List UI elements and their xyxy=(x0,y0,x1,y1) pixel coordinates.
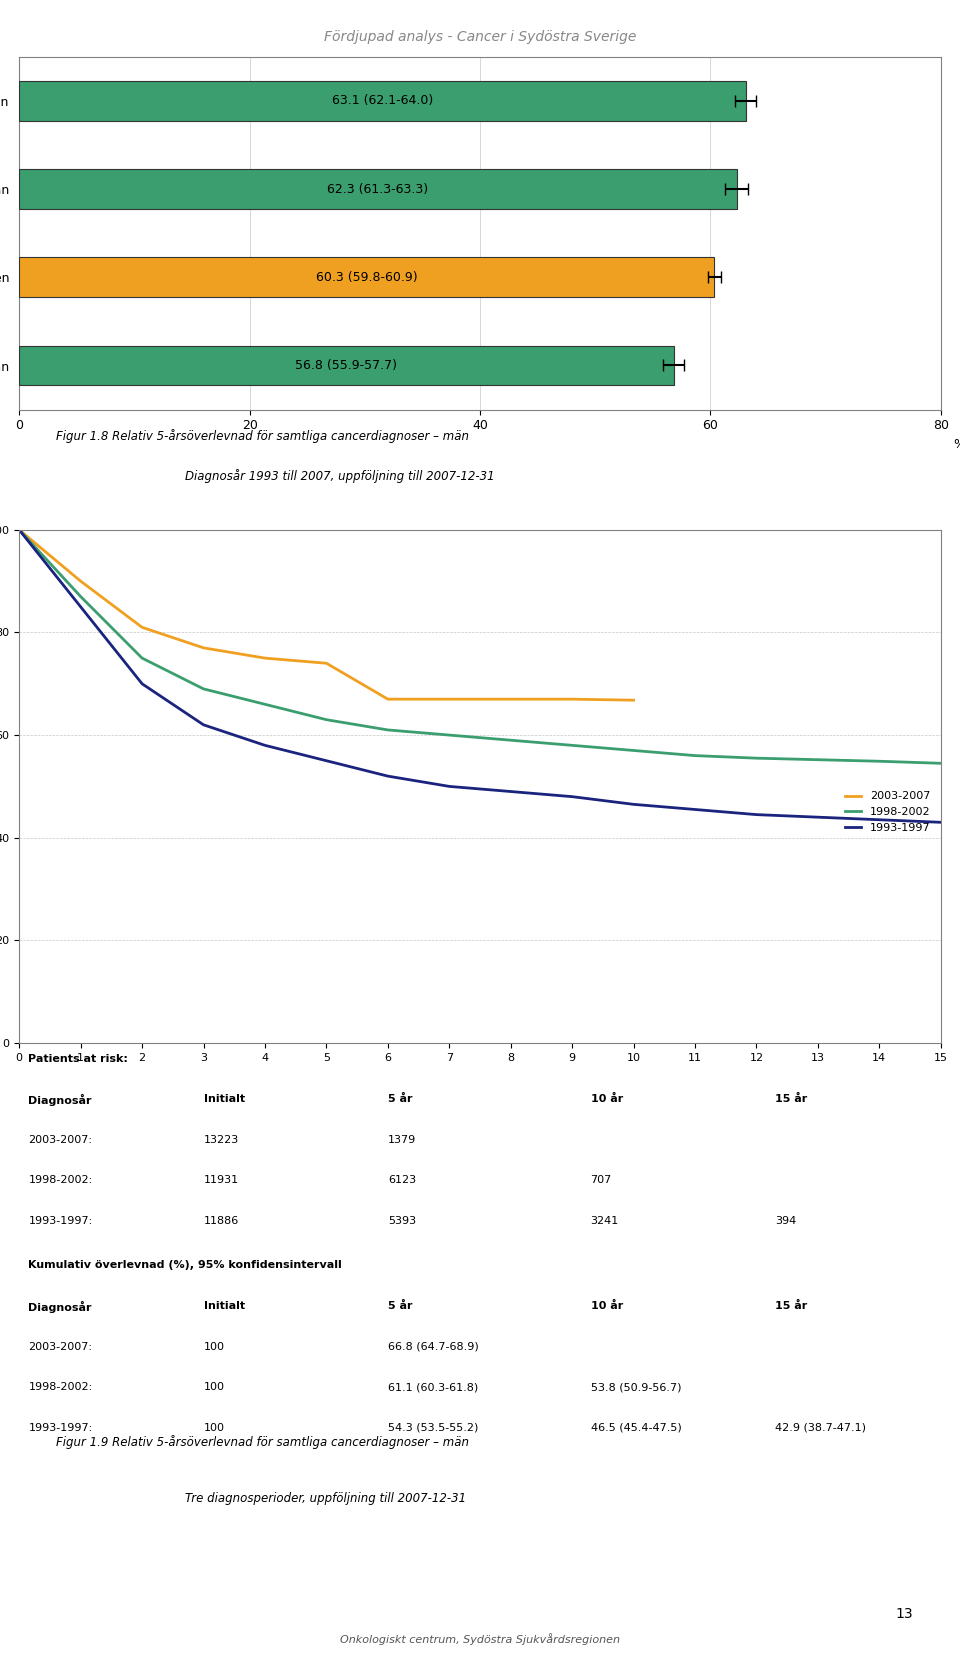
1998-2002 xyxy=(382,719,394,739)
1993-1997 xyxy=(321,751,332,771)
Text: Tre diagnosperioder, uppföljning till 2007-12-31: Tre diagnosperioder, uppföljning till 20… xyxy=(185,1492,467,1505)
Text: 1998-2002:: 1998-2002: xyxy=(29,1175,93,1185)
Text: Fördjupad analys - Cancer i Sydöstra Sverige: Fördjupad analys - Cancer i Sydöstra Sve… xyxy=(324,30,636,43)
Bar xyxy=(19,82,746,120)
2003-2007 xyxy=(136,618,148,638)
1993-1997 xyxy=(935,813,947,833)
Line: 1993-1997: 1993-1997 xyxy=(19,529,941,823)
1998-2002 xyxy=(444,724,455,744)
Text: 2003-2007:: 2003-2007: xyxy=(29,1342,92,1352)
1998-2002 xyxy=(812,749,824,769)
Text: Initialt: Initialt xyxy=(204,1302,245,1312)
Line: 1998-2002: 1998-2002 xyxy=(19,529,941,763)
1998-2002 xyxy=(136,648,148,668)
Text: 60.3 (59.8-60.9): 60.3 (59.8-60.9) xyxy=(316,270,418,284)
Text: 15 år: 15 år xyxy=(775,1095,807,1105)
Legend: 2003-2007, 1998-2002, 1993-1997: 2003-2007, 1998-2002, 1993-1997 xyxy=(840,788,935,838)
1998-2002 xyxy=(874,751,885,771)
1993-1997 xyxy=(382,766,394,786)
Text: 42.9 (38.7-47.1): 42.9 (38.7-47.1) xyxy=(775,1422,866,1432)
Text: Kumulativ överlevnad (%), 95% konfidensintervall: Kumulativ överlevnad (%), 95% konfidensi… xyxy=(29,1260,342,1270)
Text: 10 år: 10 år xyxy=(590,1302,623,1312)
Text: 13: 13 xyxy=(896,1607,913,1621)
Text: Figur 1.8 Relativ 5-årsöverlevnad för samtliga cancerdiagnoser – män: Figur 1.8 Relativ 5-årsöverlevnad för sa… xyxy=(56,429,469,442)
1998-2002 xyxy=(566,736,578,756)
1998-2002 xyxy=(321,709,332,729)
1993-1997 xyxy=(751,804,762,824)
1993-1997 xyxy=(75,598,86,618)
Text: 1993-1997:: 1993-1997: xyxy=(29,1215,93,1225)
Text: 707: 707 xyxy=(590,1175,612,1185)
Text: Diagnosår: Diagnosår xyxy=(29,1095,92,1107)
1998-2002 xyxy=(935,753,947,773)
2003-2007 xyxy=(259,648,271,668)
1993-1997 xyxy=(566,786,578,806)
1998-2002 xyxy=(628,741,639,761)
1998-2002 xyxy=(75,586,86,606)
1998-2002 xyxy=(259,694,271,714)
1998-2002 xyxy=(198,679,209,699)
1993-1997 xyxy=(198,714,209,734)
1993-1997 xyxy=(874,809,885,829)
Bar xyxy=(19,345,674,386)
Text: 15 år: 15 år xyxy=(775,1302,807,1312)
Text: Patients at risk:: Patients at risk: xyxy=(29,1053,129,1063)
2003-2007 xyxy=(382,689,394,709)
1993-1997 xyxy=(259,736,271,756)
Text: 100: 100 xyxy=(204,1422,225,1432)
Text: 5393: 5393 xyxy=(388,1215,416,1225)
Bar xyxy=(19,257,714,297)
1993-1997 xyxy=(689,799,701,819)
2003-2007 xyxy=(198,638,209,658)
1993-1997 xyxy=(444,776,455,796)
Text: 3241: 3241 xyxy=(590,1215,619,1225)
Text: 5 år: 5 år xyxy=(388,1302,413,1312)
2003-2007 xyxy=(13,519,25,539)
1998-2002 xyxy=(13,519,25,539)
1998-2002 xyxy=(751,748,762,768)
Text: 100: 100 xyxy=(204,1342,225,1352)
Text: 13223: 13223 xyxy=(204,1135,239,1145)
Text: 6123: 6123 xyxy=(388,1175,416,1185)
Text: 46.5 (45.4-47.5): 46.5 (45.4-47.5) xyxy=(590,1422,682,1432)
Text: 66.8 (64.7-68.9): 66.8 (64.7-68.9) xyxy=(388,1342,479,1352)
Line: 2003-2007: 2003-2007 xyxy=(19,529,634,701)
2003-2007 xyxy=(505,689,516,709)
Text: 11886: 11886 xyxy=(204,1215,239,1225)
Text: 53.8 (50.9-56.7): 53.8 (50.9-56.7) xyxy=(590,1382,681,1392)
Text: Figur 1.9 Relativ 5-årsöverlevnad för samtliga cancerdiagnoser – män: Figur 1.9 Relativ 5-årsöverlevnad för sa… xyxy=(56,1435,469,1449)
X-axis label: %: % xyxy=(953,437,960,451)
Text: Diagnosår 1993 till 2007, uppföljning till 2007-12-31: Diagnosår 1993 till 2007, uppföljning ti… xyxy=(185,469,494,482)
1993-1997 xyxy=(628,794,639,814)
Text: 394: 394 xyxy=(775,1215,796,1225)
2003-2007 xyxy=(566,689,578,709)
2003-2007 xyxy=(321,653,332,673)
Text: 56.8 (55.9-57.7): 56.8 (55.9-57.7) xyxy=(296,359,397,372)
Text: Onkologiskt centrum, Sydöstra Sjukvårdsregionen: Onkologiskt centrum, Sydöstra Sjukvårdsr… xyxy=(340,1634,620,1646)
2003-2007 xyxy=(444,689,455,709)
Text: 5 år: 5 år xyxy=(388,1095,413,1105)
Text: Initialt: Initialt xyxy=(204,1095,245,1105)
1993-1997 xyxy=(136,674,148,694)
Text: 11931: 11931 xyxy=(204,1175,239,1185)
Bar xyxy=(19,169,737,209)
1993-1997 xyxy=(505,781,516,801)
1993-1997 xyxy=(812,808,824,828)
Text: 63.1 (62.1-64.0): 63.1 (62.1-64.0) xyxy=(332,95,433,107)
Text: 62.3 (61.3-63.3): 62.3 (61.3-63.3) xyxy=(327,182,428,195)
2003-2007 xyxy=(628,691,639,711)
1993-1997 xyxy=(13,519,25,539)
Text: 2003-2007:: 2003-2007: xyxy=(29,1135,92,1145)
Text: 100: 100 xyxy=(204,1382,225,1392)
Text: 10 år: 10 år xyxy=(590,1095,623,1105)
Text: 1998-2002:: 1998-2002: xyxy=(29,1382,93,1392)
1998-2002 xyxy=(689,746,701,766)
1998-2002 xyxy=(505,731,516,751)
Text: 61.1 (60.3-61.8): 61.1 (60.3-61.8) xyxy=(388,1382,478,1392)
2003-2007 xyxy=(75,571,86,591)
Text: Diagnosår: Diagnosår xyxy=(29,1302,92,1314)
Text: 54.3 (53.5-55.2): 54.3 (53.5-55.2) xyxy=(388,1422,478,1432)
Text: 1993-1997:: 1993-1997: xyxy=(29,1422,93,1432)
Text: 1379: 1379 xyxy=(388,1135,416,1145)
